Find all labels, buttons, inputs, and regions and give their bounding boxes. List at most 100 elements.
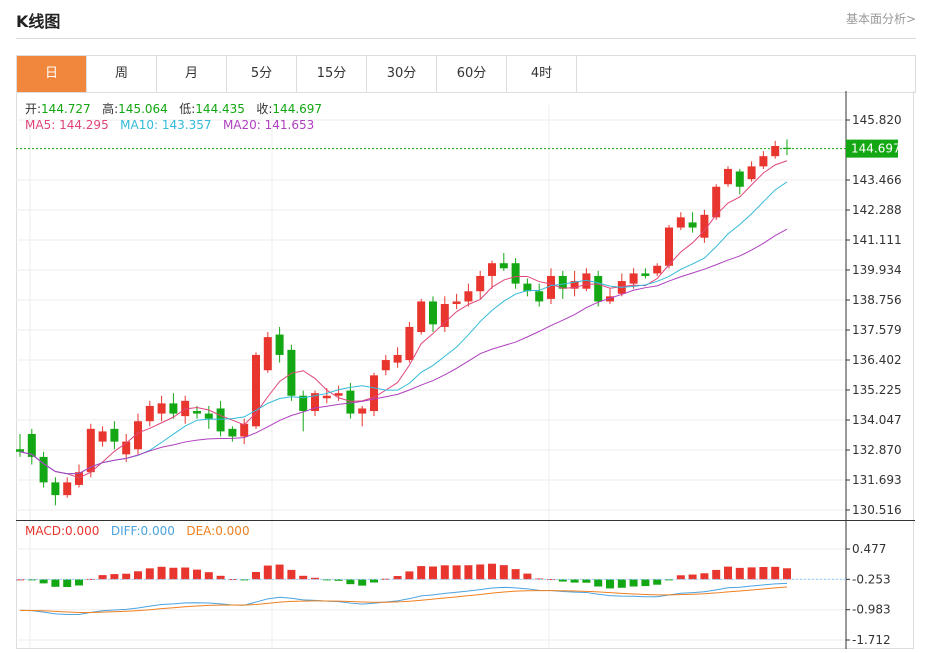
macd-histogram-bar [688, 574, 697, 580]
candle-body [735, 171, 744, 187]
candle-body [27, 433, 36, 457]
macd-histogram-bar [440, 565, 449, 580]
candle-body [629, 273, 638, 284]
price-tick-label: 135.225 [852, 383, 902, 397]
macd-histogram-bar [759, 567, 768, 580]
macd-histogram-bar [429, 566, 437, 580]
macd-histogram-bar [535, 578, 544, 580]
candle-body [63, 482, 72, 496]
candle-body [676, 217, 685, 228]
ma10-value: 143.357 [161, 118, 212, 132]
fundamental-analysis-link[interactable]: 基本面分析> [845, 12, 916, 26]
candle-body [334, 393, 343, 396]
macd-tick-label: -0.983 [852, 603, 891, 617]
tab-day[interactable]: 日 [17, 56, 87, 92]
macd-readout: MACD:0.000 DIFF: 0.000 DEA:0.000 [25, 524, 250, 538]
ohlc-readout: 开:144.727 高:145.064 低:144.435 收:144.697 [25, 100, 322, 117]
macd-histogram-bar [783, 568, 791, 580]
macd-histogram-bar [275, 564, 284, 580]
tab-5min[interactable]: 5分 [227, 56, 297, 92]
macd-histogram-bar [122, 573, 131, 580]
macd-histogram-bar [263, 565, 272, 580]
macd-tick-label: -1.712 [852, 633, 891, 647]
diff-label: DIFF: [110, 524, 141, 538]
macd-histogram-bar [393, 576, 402, 580]
tab-60min[interactable]: 60分 [437, 56, 507, 92]
candle-body [39, 456, 48, 483]
close-value: 144.697 [272, 102, 323, 116]
candle-body [16, 449, 24, 452]
macd-histogram-bar [641, 579, 650, 587]
price-tick-label: 136.402 [852, 353, 902, 367]
tab-month[interactable]: 月 [157, 56, 227, 92]
macd-histogram-bar [771, 566, 780, 580]
candle-body [429, 301, 437, 325]
candle-body [783, 147, 791, 149]
macd-histogram-bar [476, 564, 485, 580]
candle-body [570, 281, 579, 289]
macd-histogram-bar [134, 571, 142, 580]
price-tick-label: 142.288 [852, 203, 902, 217]
candle-body [547, 275, 555, 299]
candle-body [228, 428, 237, 437]
macd-histogram-bar [358, 579, 367, 586]
tab-30min[interactable]: 30分 [367, 56, 437, 92]
macd-histogram-bar [617, 579, 626, 588]
macd-histogram-bar [287, 569, 296, 580]
dea-value: 0.000 [215, 524, 250, 538]
candle-body [311, 393, 319, 412]
tab-4hour[interactable]: 4时 [507, 56, 577, 92]
macd-readout-item: MACD:0.000 [25, 524, 99, 538]
candle-body [700, 214, 709, 238]
candle-body [346, 390, 355, 414]
candle-body [405, 326, 414, 361]
last-price-marker [846, 139, 898, 158]
macd-histogram-bar [547, 579, 555, 581]
candle-body [523, 283, 532, 292]
dea-line [19, 586, 788, 614]
candle-body [535, 291, 544, 302]
candle-body [240, 423, 249, 437]
macd-histogram-bar [511, 569, 520, 580]
macd-histogram-bar [499, 565, 508, 580]
macd-histogram-bar [676, 575, 685, 580]
tab-week[interactable]: 周 [87, 56, 157, 92]
macd-histogram-bar [570, 579, 579, 583]
macd-histogram-bar [98, 575, 107, 580]
candle-body [440, 303, 449, 327]
title-divider [16, 38, 916, 39]
dea-readout-item: DEA:0.000 [186, 524, 249, 538]
macd-histogram-bar [51, 579, 60, 587]
price-tick-label: 131.693 [852, 473, 902, 487]
ma5-label: MA5: [25, 118, 56, 132]
candle-body [511, 263, 520, 284]
ma-readout: MA5: 144.295 MA10: 143.357 MA20: 141.653 [25, 118, 314, 132]
macd-histogram-bar [86, 578, 95, 580]
macd-histogram-bar [346, 579, 355, 585]
tab-15min[interactable]: 15分 [297, 56, 367, 92]
ma5-value: 144.295 [59, 118, 109, 132]
macd-histogram-bar [334, 579, 343, 581]
macd-histogram-bar [181, 567, 190, 580]
candle-body [181, 400, 190, 417]
macd-histogram-bar [747, 567, 756, 580]
candle-body [193, 411, 201, 414]
dea-label: DEA: [186, 524, 216, 538]
ma20-value: 141.653 [264, 118, 315, 132]
candle-body [299, 395, 308, 412]
candle-body [452, 301, 461, 304]
price-tick-label: 138.756 [852, 293, 902, 307]
candle-body [641, 273, 650, 276]
macd-histogram-bar [252, 572, 260, 580]
macd-histogram-bar [39, 579, 48, 584]
macd-histogram-bar [75, 579, 83, 586]
open-value: 144.727 [41, 102, 91, 116]
low-label: 低: [179, 102, 196, 116]
candle-body [476, 275, 485, 292]
macd-histogram-bar [110, 574, 119, 580]
macd-histogram-bar [405, 571, 414, 580]
candle-body [75, 472, 83, 485]
candle-body [594, 275, 603, 302]
chart-frame [16, 91, 914, 649]
